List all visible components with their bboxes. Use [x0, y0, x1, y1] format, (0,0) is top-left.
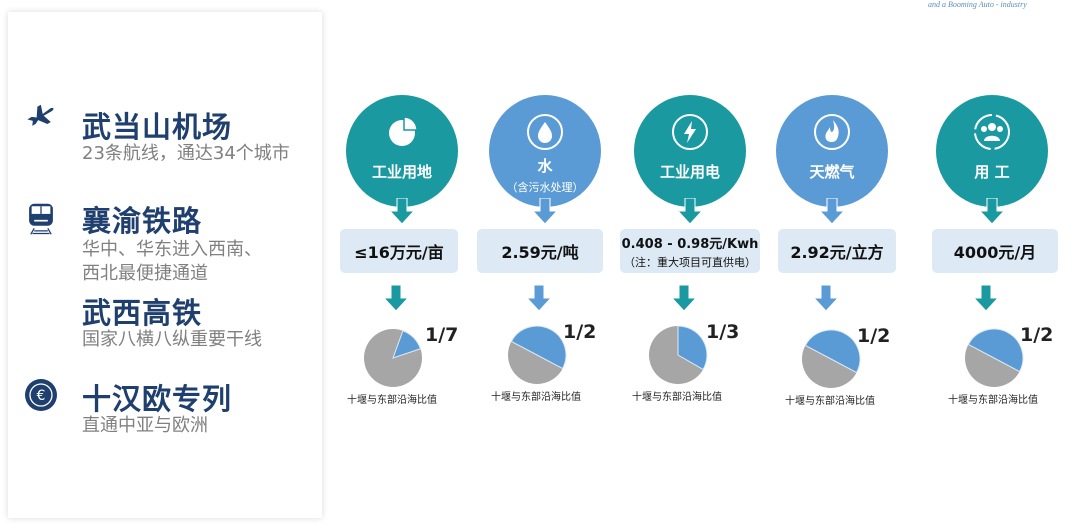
- train-icon: [29, 203, 53, 235]
- euro-icon: €: [25, 379, 57, 411]
- cost-label: 水: [537, 157, 553, 175]
- down-arrow-icon: [390, 198, 414, 224]
- svg-text:€: €: [37, 388, 46, 404]
- transport-desc: 直通中亚与欧洲: [82, 415, 208, 436]
- cost-label: 用 工: [974, 163, 1010, 181]
- tagline: and a Booming Auto - industry: [928, 0, 1027, 9]
- transport-desc: 华中、华东进入西南、: [82, 239, 262, 260]
- flame-icon: [814, 114, 850, 150]
- pie-chart-icon: [389, 116, 418, 146]
- cost-value: 2.59元/吨: [501, 243, 579, 262]
- ratio-pie: [649, 325, 708, 384]
- cost-circle: 工业用地: [346, 95, 458, 207]
- ratio-caption: 十堰与东部沿海比值: [948, 395, 1038, 406]
- lightning-icon: [672, 114, 708, 150]
- ratio-label: 1/3: [706, 321, 740, 343]
- down-arrow-icon: [384, 285, 408, 311]
- ratio-pie: [364, 329, 422, 387]
- ratio-caption: 十堰与东部沿海比值: [632, 392, 722, 403]
- pie-slice-ratio: [967, 328, 1024, 373]
- transport-desc: 西北最便捷通道: [82, 263, 208, 284]
- cost-value-box: 0.408 - 0.98元/Kwh （注：重大项目可直供电）: [620, 229, 760, 273]
- transport-title: 十汉欧专列: [82, 382, 233, 416]
- cost-value-box: 2.59元/吨: [477, 229, 603, 273]
- transport-panel: 武当山机场 23条航线，通达34个城市 襄渝铁路 华中、华东进入西南、 西北最便…: [8, 12, 322, 518]
- cost-value: 4000元/月: [953, 243, 1037, 262]
- airplane-icon: [27, 104, 54, 126]
- transport-title: 武当山机场: [82, 110, 233, 144]
- cost-value-box: 2.92元/立方: [778, 229, 896, 273]
- transport-desc: 23条航线，通达34个城市: [82, 143, 290, 164]
- cost-label: 工业用电: [659, 163, 720, 181]
- cost-note: （注：重大项目可直供电）: [624, 255, 756, 269]
- down-arrow-icon: [974, 285, 998, 311]
- ratio-caption: 十堰与东部沿海比值: [491, 392, 581, 403]
- transport-title: 武西高铁: [82, 296, 203, 330]
- cost-circle: 天燃气: [776, 95, 888, 207]
- down-arrow-icon: [533, 198, 557, 224]
- cost-circle: 工业用电: [634, 95, 746, 207]
- ratio-label: 1/7: [425, 324, 459, 346]
- ratio-pie: [965, 328, 1024, 387]
- pie-slice-ratio: [392, 330, 422, 359]
- cost-value: 2.92元/立方: [790, 243, 884, 262]
- cost-circle: 水 （含污水处理）: [489, 95, 601, 207]
- ratio-caption: 十堰与东部沿海比值: [347, 395, 437, 406]
- cost-label: 工业用地: [371, 163, 432, 181]
- cost-value-box: 4000元/月: [932, 229, 1058, 273]
- down-arrow-icon: [980, 198, 1004, 224]
- pie-slice-ratio: [677, 325, 708, 371]
- ratio-pie: [802, 329, 861, 388]
- down-arrow-icon: [672, 285, 696, 311]
- down-arrow-icon: [527, 285, 551, 311]
- transport-title: 襄渝铁路: [82, 204, 203, 238]
- water-drops-icon: [527, 114, 563, 150]
- ratio-label: 1/2: [563, 321, 597, 343]
- ratio-label: 1/2: [1020, 324, 1054, 346]
- people-icon: [974, 114, 1010, 150]
- pie-slice-ratio: [510, 325, 567, 370]
- ratio-label: 1/2: [857, 325, 891, 347]
- cost-value-box: ≤16万元/亩: [340, 229, 458, 273]
- cost-value: ≤16万元/亩: [354, 243, 444, 262]
- down-arrow-icon: [814, 285, 838, 311]
- ratio-pie: [508, 325, 567, 384]
- cost-circle: 用 工: [936, 95, 1048, 207]
- transport-desc: 国家八横八纵重要干线: [82, 329, 262, 350]
- cost-label: 天燃气: [809, 163, 855, 181]
- cost-sublabel: （含污水处理）: [506, 181, 584, 194]
- cost-value: 0.408 - 0.98元/Kwh: [621, 236, 759, 252]
- ratio-caption: 十堰与东部沿海比值: [785, 396, 875, 407]
- pie-slice-ratio: [804, 329, 861, 374]
- down-arrow-icon: [678, 198, 702, 224]
- down-arrow-icon: [820, 198, 844, 224]
